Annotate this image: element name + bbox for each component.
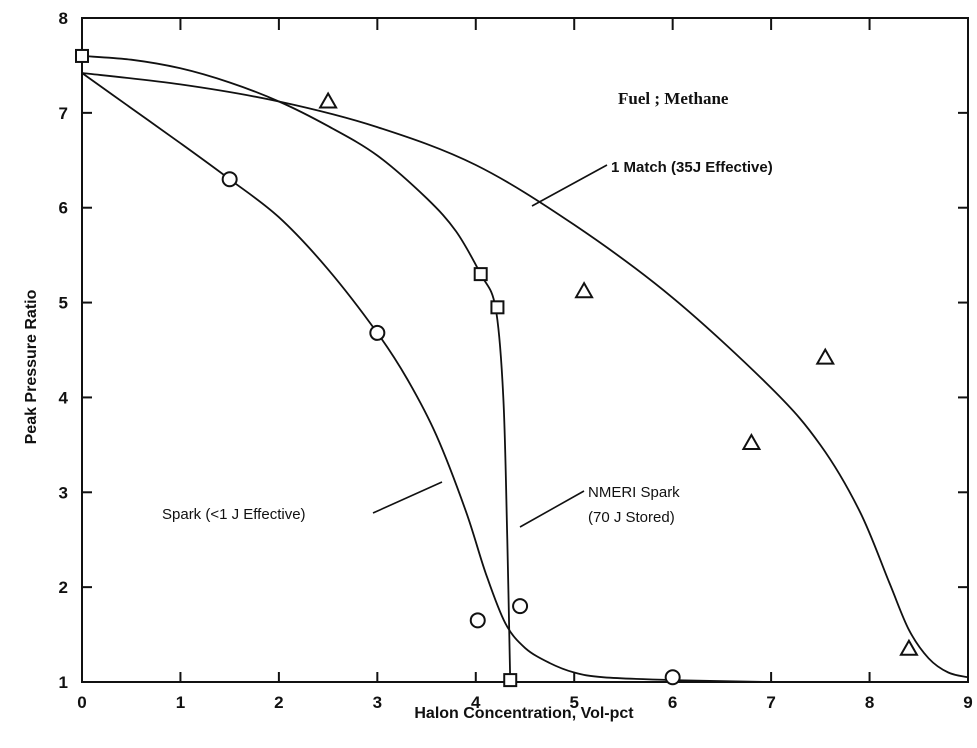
match-curve [81, 72, 969, 679]
nmeri-annotation-line2: (70 J Stored) [588, 509, 675, 526]
chart-axes [81, 17, 969, 683]
x-tick-label: 1 [176, 693, 185, 712]
match-point [899, 638, 919, 656]
match-annotation: 1 Match (35J Effective) [611, 159, 773, 176]
nmeri-leader [519, 490, 585, 528]
nmeri-point [503, 673, 518, 688]
spark-point [469, 612, 486, 629]
nmeri-point [473, 267, 488, 282]
x-tick-label: 2 [274, 693, 283, 712]
match-point [815, 347, 835, 365]
y-tick-label: 6 [59, 199, 68, 218]
y-axis-title: Peak Pressure Ratio [23, 289, 40, 444]
x-tick-label: 7 [766, 693, 775, 712]
y-tick-label: 5 [59, 294, 68, 313]
y-tick-label: 8 [59, 9, 68, 28]
spark-annotation: Spark (<1 J Effective) [162, 506, 306, 523]
x-tick-label: 6 [668, 693, 677, 712]
series-markers [75, 48, 919, 688]
spark-point [369, 324, 386, 341]
nmeri-point [75, 48, 89, 63]
nmeri-annotation-line1: NMERI Spark [588, 484, 680, 501]
x-tick-label: 9 [963, 693, 972, 712]
spark-point [512, 598, 529, 615]
spark-leader [372, 481, 443, 514]
y-tick-label: 7 [59, 104, 68, 123]
plot-frame [81, 17, 969, 683]
x-tick-label: 4 [471, 693, 481, 712]
tick-marks [81, 17, 969, 683]
match-leader [531, 164, 608, 207]
x-tick-label: 8 [865, 693, 874, 712]
y-tick-label: 1 [59, 673, 68, 692]
match-point [574, 281, 594, 299]
x-axis-title: Halon Concentration, Vol-pct [414, 705, 634, 722]
x-tick-label: 3 [373, 693, 382, 712]
annotation-leaders [372, 164, 608, 528]
match-point [741, 432, 762, 450]
series-curves [81, 55, 969, 683]
spark-point [664, 669, 681, 686]
nmeri-point [490, 300, 505, 315]
y-tick-label: 4 [59, 388, 69, 407]
match-point [318, 91, 338, 109]
fuel-annotation: Fuel ; Methane [618, 89, 729, 108]
nmeri-curve [81, 55, 512, 681]
spark-point [221, 171, 238, 188]
x-tick-label: 5 [569, 693, 578, 712]
y-tick-label: 3 [59, 483, 68, 502]
y-tick-label: 2 [59, 578, 68, 597]
x-tick-label: 0 [77, 693, 86, 712]
